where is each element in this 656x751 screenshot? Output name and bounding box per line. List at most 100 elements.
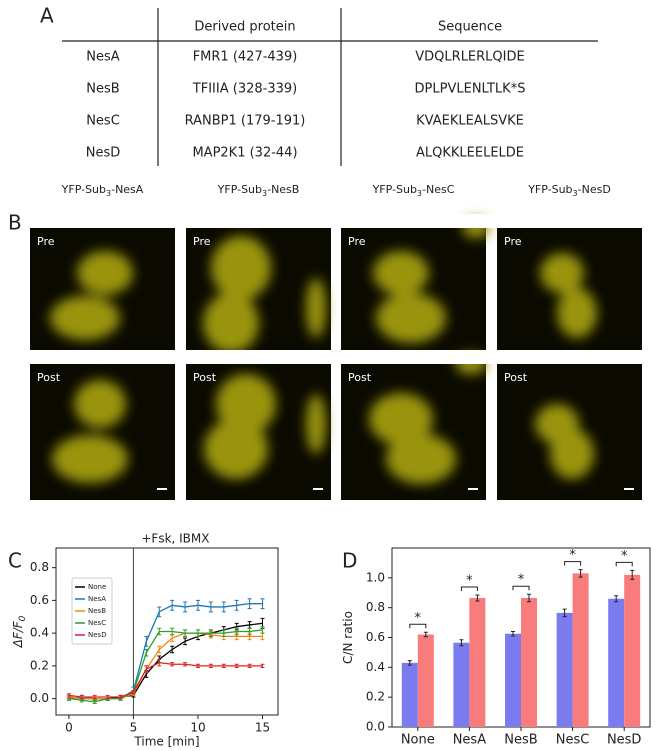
image-border-mask: [489, 214, 650, 228]
y-tick-label: 0.4: [30, 626, 49, 640]
significance-label: *: [518, 573, 525, 588]
table-cell: ALQKKLEELELDE: [416, 146, 524, 161]
cell: [52, 435, 128, 483]
cell: [373, 251, 429, 295]
y-label-sub: 0: [18, 615, 28, 621]
bar: [556, 612, 573, 727]
cells: [204, 374, 326, 479]
bar: [401, 662, 418, 727]
error-bar: [183, 637, 188, 646]
error-bar: [630, 569, 635, 580]
title-prefix: YFP-Sub: [527, 183, 572, 196]
error-bar: [247, 627, 252, 636]
micrograph: Pre: [489, 214, 650, 364]
title-sub: 3: [106, 189, 111, 198]
error-bar: [614, 595, 619, 603]
error-bar: [260, 626, 265, 634]
cell: [77, 251, 133, 295]
micrograph: Post: [333, 350, 494, 500]
x-axis-label: Time [min]: [133, 735, 199, 748]
image-title: YFP-Sub3-NesC: [372, 183, 455, 198]
legend-label: NesA: [88, 595, 106, 603]
legend-label: NesC: [88, 619, 106, 627]
error-bar: [527, 593, 531, 603]
table-cell: VDQLRLERLQIDE: [415, 50, 524, 65]
title-sub: 3: [417, 189, 422, 198]
panel-label: A: [40, 4, 54, 28]
y-axis-label: ΔF/F0: [11, 615, 28, 648]
legend-label: None: [88, 583, 106, 591]
cells: [50, 251, 133, 340]
error-bar: [183, 601, 188, 613]
error-bar: [92, 699, 97, 705]
error-bar: [170, 599, 175, 611]
y-tick-label: 0.6: [366, 630, 385, 644]
micrograph: Pre: [22, 214, 183, 364]
error-bar: [79, 694, 84, 700]
cell: [386, 434, 456, 484]
table-header: Sequence: [438, 20, 502, 35]
image-background: [30, 228, 175, 364]
micrograph: Post: [22, 350, 183, 500]
bar: [453, 642, 470, 727]
error-bar: [247, 598, 252, 610]
image-border-mask: [178, 350, 339, 364]
y-tick-label: 0.0: [366, 720, 385, 734]
image-row-label: Pre: [193, 235, 211, 248]
cell: [369, 393, 433, 445]
error-bar: [578, 569, 583, 578]
y-label-main: ΔF/F: [11, 620, 25, 648]
annotation: +Fsk, IBMX: [141, 532, 209, 546]
cells: [52, 380, 128, 483]
cell: [540, 253, 584, 293]
series-line: [68, 632, 263, 700]
error-bar: [144, 665, 149, 673]
error-bar: [234, 599, 239, 611]
image-title: YFP-Sub3-NesA: [61, 183, 144, 198]
bar: [521, 597, 537, 727]
cell: [376, 293, 446, 343]
error-bar: [157, 606, 162, 618]
cell: [74, 380, 126, 428]
y-tick-label: 0.4: [366, 660, 385, 674]
error-bar: [208, 663, 213, 669]
cell: [204, 419, 268, 479]
image-row-label: Pre: [348, 235, 366, 248]
image-border-mask: [22, 214, 183, 228]
series-line: [68, 661, 263, 698]
legend-label: NesD: [88, 631, 107, 639]
error-bar: [92, 694, 97, 700]
significance-label: *: [569, 548, 576, 563]
legend-box: [71, 577, 113, 645]
y-tick-label: 0.2: [366, 690, 385, 704]
image-row-label: Post: [504, 371, 528, 384]
error-bar: [131, 689, 136, 695]
image-row-label: Post: [348, 371, 372, 384]
x-tick-label: NesD: [607, 733, 642, 748]
error-bar: [144, 649, 149, 657]
cell: [306, 394, 326, 454]
table-cell: KVAEKLEALSVKE: [416, 114, 524, 129]
error-bar: [157, 658, 162, 667]
y-tick-label: 0.8: [30, 560, 49, 574]
error-bar: [423, 631, 428, 638]
x-tick-label: 15: [255, 721, 270, 735]
x-tick-label: NesB: [504, 733, 537, 748]
title-prefix: YFP-Sub: [217, 183, 262, 196]
significance-label: *: [415, 611, 422, 626]
cells: [535, 404, 594, 479]
image-row-label: Post: [37, 371, 61, 384]
y-tick-label: 0.6: [30, 593, 49, 607]
error-bar: [170, 645, 175, 654]
title-prefix: YFP-Sub: [372, 183, 417, 196]
error-bar: [157, 627, 162, 636]
error-bar: [221, 601, 226, 613]
cells: [540, 253, 597, 338]
significance-bracket: [615, 561, 633, 567]
table-cell: RANBP1 (179-191): [185, 114, 306, 129]
significance-label: *: [466, 573, 473, 588]
error-bar: [221, 629, 226, 637]
cell: [550, 429, 594, 479]
micrograph: Pre: [178, 214, 339, 364]
x-tick-label: NesA: [453, 733, 486, 748]
